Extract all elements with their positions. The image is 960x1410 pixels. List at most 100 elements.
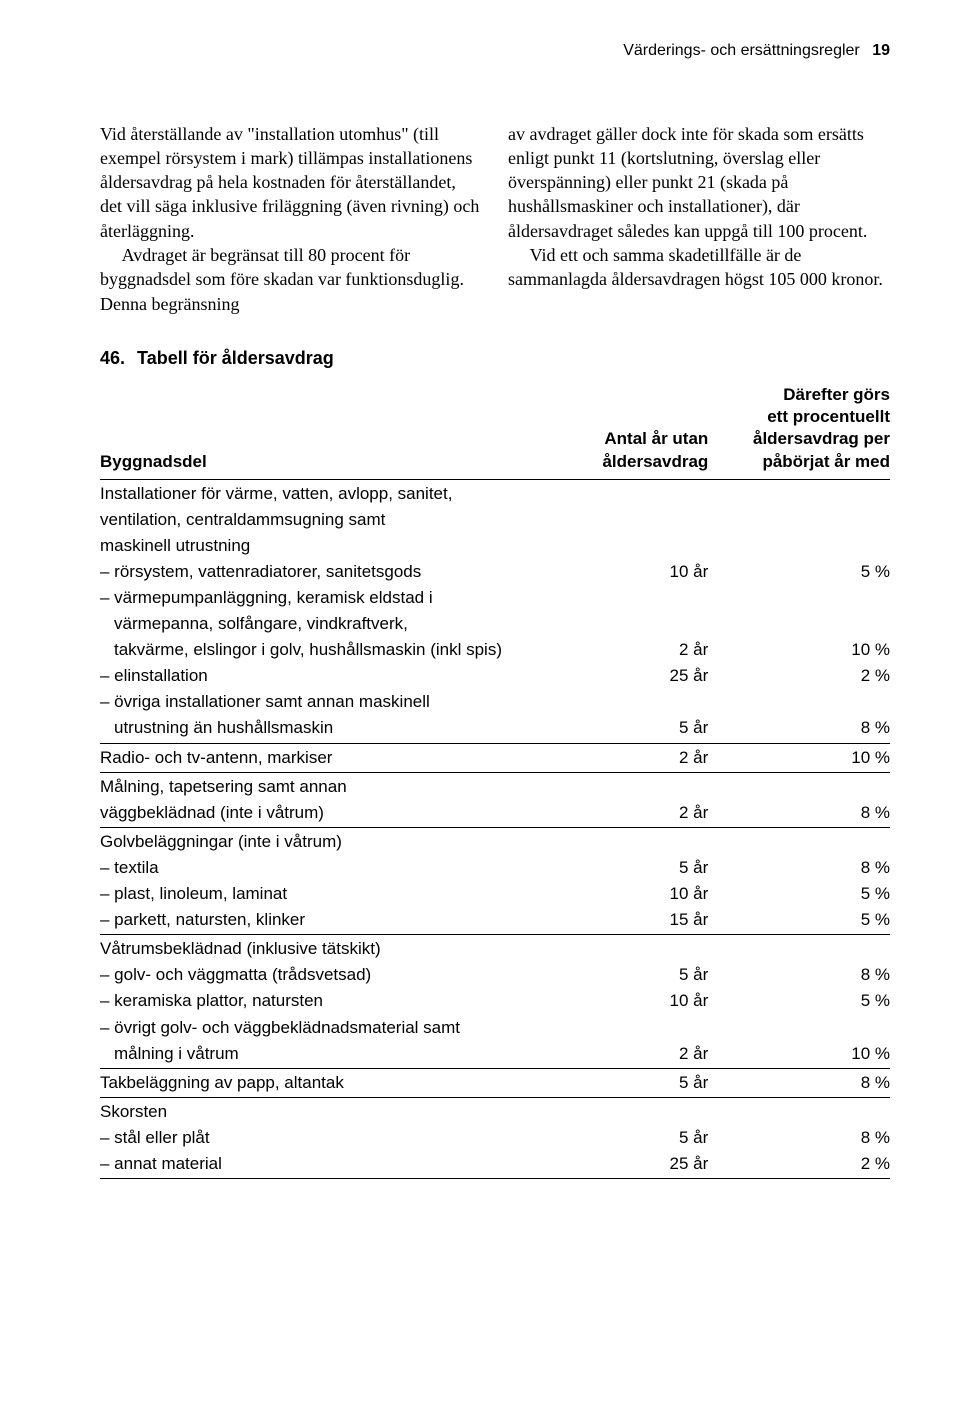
cell-years: 25 år bbox=[558, 1151, 708, 1179]
cell-label: Våtrumsbeklädnad (inklusive tätskikt) bbox=[100, 935, 558, 963]
table-row: – värmepumpanläggning, keramisk eldstad … bbox=[100, 585, 890, 611]
cell-label: – övrigt golv- och väggbeklädnadsmateria… bbox=[100, 1015, 558, 1041]
cell-years: 2 år bbox=[558, 800, 708, 828]
table-row: – rörsystem, vattenradiatorer, sanitetsg… bbox=[100, 559, 890, 585]
cell-years bbox=[558, 507, 708, 533]
cell-years bbox=[558, 1097, 708, 1125]
table-row: – annat material25 år2 % bbox=[100, 1151, 890, 1179]
th-pct: Därefter görs ett procentuellt åldersavd… bbox=[708, 384, 890, 479]
cell-pct: 8 % bbox=[708, 855, 890, 881]
th-col2-l1: Därefter görs bbox=[783, 385, 890, 404]
cell-years bbox=[558, 935, 708, 963]
table-row: Takbeläggning av papp, altantak5 år8 % bbox=[100, 1068, 890, 1097]
cell-label: värmepanna, solfångare, vindkraftverk, bbox=[100, 611, 558, 637]
left-para-2: Avdraget är begränsat till 80 procent fö… bbox=[100, 243, 482, 316]
cell-label: Radio- och tv-antenn, markiser bbox=[100, 743, 558, 772]
th-col1-l1: Antal år utan bbox=[604, 429, 708, 448]
cell-years: 5 år bbox=[558, 1068, 708, 1097]
cell-years bbox=[558, 1015, 708, 1041]
cell-years: 10 år bbox=[558, 881, 708, 907]
cell-years: 15 år bbox=[558, 907, 708, 935]
table-row: – övriga installationer samt annan maski… bbox=[100, 689, 890, 715]
cell-label: Installationer för värme, vatten, avlopp… bbox=[100, 479, 558, 507]
table-row: – plast, linoleum, laminat10 år5 % bbox=[100, 881, 890, 907]
th-building-part: Byggnadsdel bbox=[100, 384, 558, 479]
table-header-row: Byggnadsdel Antal år utan åldersavdrag D… bbox=[100, 384, 890, 479]
cell-label: Målning, tapetsering samt annan bbox=[100, 772, 558, 800]
cell-pct: 10 % bbox=[708, 1041, 890, 1069]
cell-pct: 8 % bbox=[708, 1125, 890, 1151]
page-number: 19 bbox=[872, 42, 890, 59]
cell-label: målning i våtrum bbox=[100, 1041, 558, 1069]
cell-label: Golvbeläggningar (inte i våtrum) bbox=[100, 827, 558, 855]
cell-pct bbox=[708, 935, 890, 963]
cell-label: – annat material bbox=[100, 1151, 558, 1179]
section-title: Tabell för åldersavdrag bbox=[137, 348, 334, 368]
cell-pct: 8 % bbox=[708, 800, 890, 828]
cell-label: – elinstallation bbox=[100, 663, 558, 689]
th-col2-l3: åldersavdrag per bbox=[753, 429, 890, 448]
table-row: – keramiska plattor, natursten10 år5 % bbox=[100, 988, 890, 1014]
table-row: utrustning än hushållsmaskin5 år8 % bbox=[100, 715, 890, 743]
cell-label: – värmepumpanläggning, keramisk eldstad … bbox=[100, 585, 558, 611]
cell-years: 10 år bbox=[558, 559, 708, 585]
cell-years: 5 år bbox=[558, 855, 708, 881]
cell-label: – stål eller plåt bbox=[100, 1125, 558, 1151]
cell-years bbox=[558, 827, 708, 855]
cell-years: 5 år bbox=[558, 715, 708, 743]
cell-pct: 8 % bbox=[708, 962, 890, 988]
cell-label: – övriga installationer samt annan maski… bbox=[100, 689, 558, 715]
table-row: – textila5 år8 % bbox=[100, 855, 890, 881]
cell-years bbox=[558, 479, 708, 507]
section-heading: 46.Tabell för åldersavdrag bbox=[100, 346, 890, 370]
cell-pct bbox=[708, 689, 890, 715]
table-row: Målning, tapetsering samt annan bbox=[100, 772, 890, 800]
cell-label: Takbeläggning av papp, altantak bbox=[100, 1068, 558, 1097]
cell-pct bbox=[708, 772, 890, 800]
table-row: – stål eller plåt5 år8 % bbox=[100, 1125, 890, 1151]
table-row: Våtrumsbeklädnad (inklusive tätskikt) bbox=[100, 935, 890, 963]
table-row: värmepanna, solfångare, vindkraftverk, bbox=[100, 611, 890, 637]
cell-label: – keramiska plattor, natursten bbox=[100, 988, 558, 1014]
cell-label: Skorsten bbox=[100, 1097, 558, 1125]
cell-pct: 2 % bbox=[708, 663, 890, 689]
table-row: maskinell utrustning bbox=[100, 533, 890, 559]
cell-years: 2 år bbox=[558, 743, 708, 772]
cell-pct: 8 % bbox=[708, 1068, 890, 1097]
cell-label: – textila bbox=[100, 855, 558, 881]
th-col2-l2: ett procentuellt bbox=[767, 407, 890, 426]
cell-pct: 2 % bbox=[708, 1151, 890, 1179]
left-para-1: Vid återställande av "installation utomh… bbox=[100, 122, 482, 243]
cell-label: utrustning än hushållsmaskin bbox=[100, 715, 558, 743]
th-col1-l2: åldersavdrag bbox=[602, 452, 708, 471]
cell-label: takvärme, elslingor i golv, hushållsmask… bbox=[100, 637, 558, 663]
cell-years: 2 år bbox=[558, 1041, 708, 1069]
cell-years bbox=[558, 689, 708, 715]
cell-years: 5 år bbox=[558, 962, 708, 988]
cell-pct bbox=[708, 479, 890, 507]
cell-pct bbox=[708, 507, 890, 533]
cell-years bbox=[558, 585, 708, 611]
cell-label: – plast, linoleum, laminat bbox=[100, 881, 558, 907]
cell-years bbox=[558, 611, 708, 637]
cell-pct bbox=[708, 611, 890, 637]
cell-pct: 10 % bbox=[708, 637, 890, 663]
th-years: Antal år utan åldersavdrag bbox=[558, 384, 708, 479]
table-row: – övrigt golv- och väggbeklädnadsmateria… bbox=[100, 1015, 890, 1041]
cell-pct bbox=[708, 585, 890, 611]
cell-label: – parkett, natursten, klinker bbox=[100, 907, 558, 935]
table-row: Skorsten bbox=[100, 1097, 890, 1125]
cell-years: 25 år bbox=[558, 663, 708, 689]
cell-pct: 5 % bbox=[708, 559, 890, 585]
cell-label: – rörsystem, vattenradiatorer, sanitetsg… bbox=[100, 559, 558, 585]
cell-label: maskinell utrustning bbox=[100, 533, 558, 559]
cell-pct: 5 % bbox=[708, 988, 890, 1014]
cell-pct: 5 % bbox=[708, 881, 890, 907]
cell-pct: 5 % bbox=[708, 907, 890, 935]
body-columns: Vid återställande av "installation utomh… bbox=[100, 122, 890, 316]
left-column: Vid återställande av "installation utomh… bbox=[100, 122, 482, 316]
table-row: Golvbeläggningar (inte i våtrum) bbox=[100, 827, 890, 855]
cell-pct bbox=[708, 1015, 890, 1041]
cell-label: väggbeklädnad (inte i våtrum) bbox=[100, 800, 558, 828]
cell-years bbox=[558, 533, 708, 559]
